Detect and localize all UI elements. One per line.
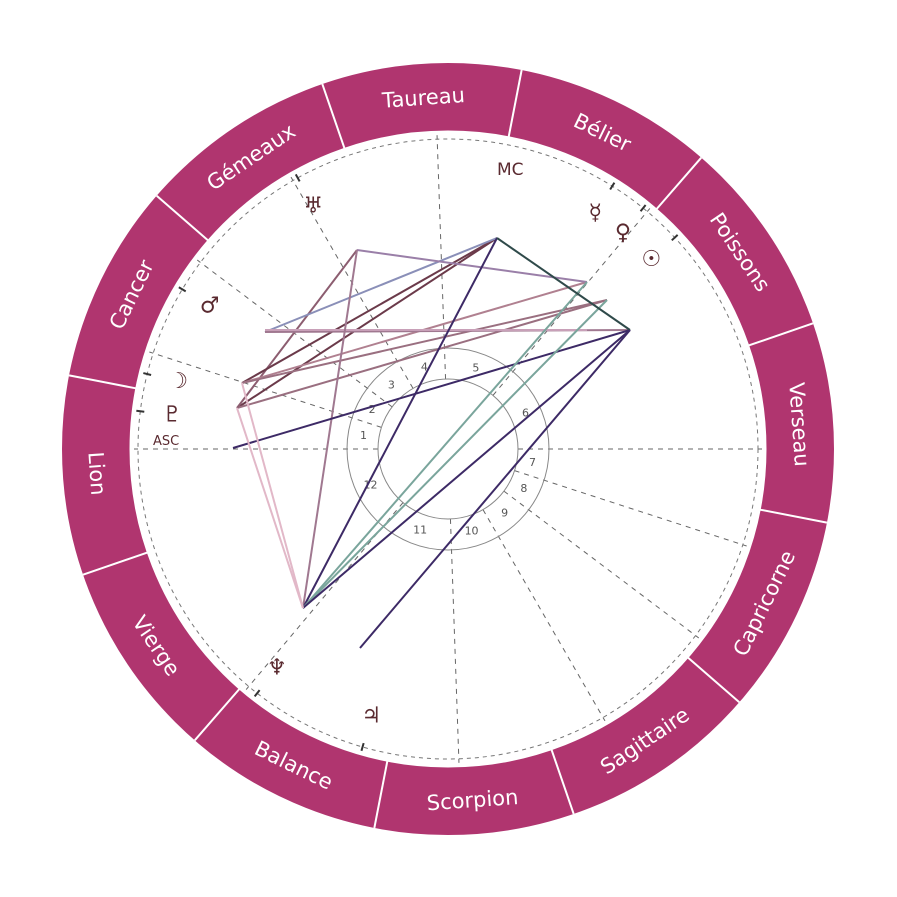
aspect-line [236,299,608,409]
zodiac-divider [373,760,389,829]
aspect-line [241,382,304,609]
zodiac-divider [156,195,209,242]
aspect-line [236,407,304,609]
aspect-line [302,249,358,609]
zodiac-divider [550,749,575,815]
planet-tick [294,173,301,182]
uranus-icon: ♅ [303,193,323,218]
zodiac-divider [194,688,241,741]
house-number: 9 [501,507,508,520]
house-number: 2 [369,403,376,416]
house-number: 10 [465,525,479,538]
house-number: 3 [388,378,395,391]
aspect-line [302,281,588,609]
wheel-background [129,130,767,768]
planet-tick [639,204,647,212]
aspect-line [232,329,631,449]
zodiac-divider [687,656,740,703]
planet-tick [136,409,145,413]
house-number: 1 [360,429,367,442]
aspect-line [241,237,498,384]
venus-icon: ♀ [615,220,631,245]
aspect-line [241,281,588,384]
house-cusp-line [514,470,747,547]
house-cusp-line [503,490,700,639]
house-cusp-line [492,208,651,396]
aspect-line [302,237,498,609]
planet-tick [253,689,261,698]
aspect-line [236,237,498,409]
zodiac-divider [655,157,702,210]
moon-icon: ☽ [168,369,188,394]
mercury-icon: ☿ [589,201,603,226]
pluto-icon: ♇ [162,403,182,428]
zodiac-divider [748,322,814,347]
aspect-line [241,299,608,384]
aspect-line [496,237,631,331]
zodiac-sign-label: Taureau [380,83,465,113]
mc-label: MC [497,160,524,180]
zodiac-band [62,63,834,835]
aspect-line [359,329,631,649]
sun-icon: ☉ [641,247,661,272]
zodiac-divider [759,508,828,524]
zodiac-sign-label: Lion [83,451,110,496]
aspect-line [356,249,588,283]
zodiac-divider [82,551,148,576]
house-cusp-line [482,509,606,722]
aspect-lines [232,237,631,649]
planet-tick [360,742,365,752]
planet-tick [143,372,152,376]
aspect-line [302,299,608,609]
house-number: 11 [413,523,427,536]
neptune-icon: ♆ [267,656,287,681]
house-number: 7 [529,456,536,469]
planet-glyphs: ♅ ☿ ♀ ☉ ♂ ☽ ♇ ♆ ♃ [136,173,679,752]
asc-label: ASC [153,434,179,449]
house-number: 4 [421,360,428,373]
planet-tick [671,234,679,242]
house-number: 8 [520,482,527,495]
house-number: 6 [522,406,529,419]
jupiter-icon: ♃ [362,704,382,729]
house-ring-outer [346,347,550,551]
mars-icon: ♂ [200,293,220,318]
house-number: 12 [364,479,378,492]
house-cusp-line [449,518,460,763]
zodiac-divider [321,83,346,149]
aspect-line [264,237,498,333]
zodiac-divider [68,374,137,390]
zodiac-sign-label: Verseau [784,382,814,468]
planet-tick [178,286,187,293]
planet-tick [609,182,616,191]
zodiac-divider [507,69,523,138]
chart-axes: ASC MC [153,160,524,449]
aspect-line [302,329,631,609]
house-ring-inner [377,378,519,520]
house-number: 5 [472,362,479,375]
